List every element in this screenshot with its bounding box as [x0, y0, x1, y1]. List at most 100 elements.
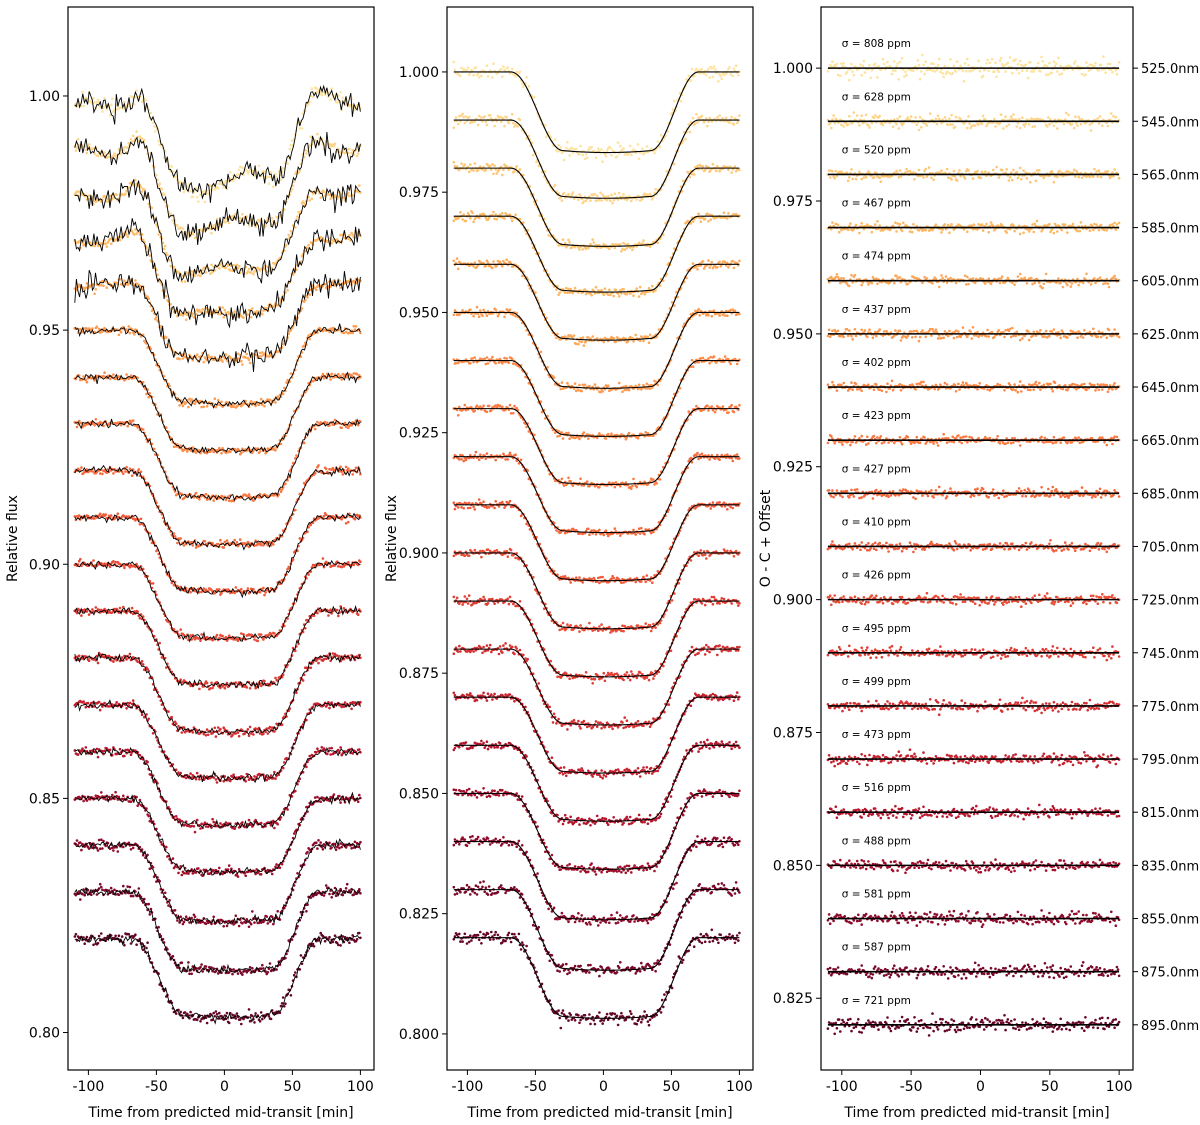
data-point	[172, 583, 176, 587]
data-point	[274, 401, 277, 404]
data-point	[328, 747, 331, 750]
data-point	[224, 353, 228, 356]
data-point	[304, 627, 307, 630]
data-point	[294, 971, 297, 974]
data-point	[101, 330, 104, 333]
data-point	[134, 565, 137, 569]
data-point	[337, 748, 340, 752]
data-point	[276, 910, 280, 913]
data-point	[229, 450, 232, 454]
data-point	[79, 898, 82, 901]
data-point	[100, 885, 103, 889]
data-point	[137, 614, 141, 618]
data-point	[344, 887, 348, 890]
data-point	[242, 633, 245, 636]
data-point	[285, 381, 288, 384]
data-point	[299, 954, 303, 957]
data-point	[247, 358, 251, 362]
data-point	[241, 363, 244, 366]
data-point	[218, 588, 221, 591]
series-895nm	[73, 931, 362, 1026]
data-point	[198, 355, 201, 359]
data-point	[83, 893, 86, 897]
data-point	[348, 194, 351, 198]
data-point	[131, 846, 135, 850]
data-point	[261, 312, 264, 316]
data-point	[195, 1018, 199, 1022]
data-point	[212, 1011, 215, 1015]
data-point	[306, 246, 309, 250]
data-point	[248, 361, 252, 365]
data-point	[290, 188, 294, 191]
x-tick-label: 50	[283, 1079, 301, 1095]
data-point	[188, 311, 191, 315]
data-point	[126, 235, 129, 239]
series-545nm	[73, 130, 362, 246]
data-point	[319, 236, 323, 239]
data-point	[113, 888, 116, 892]
data-point	[301, 679, 305, 682]
data-point	[161, 241, 165, 245]
model-line-605nm	[74, 269, 361, 372]
data-point	[274, 676, 277, 680]
data-point	[109, 514, 113, 517]
data-point	[295, 691, 298, 694]
data-point	[233, 310, 236, 313]
data-point	[324, 884, 328, 887]
data-point	[300, 307, 304, 310]
data-point	[93, 517, 96, 520]
data-point	[112, 660, 115, 663]
data-point	[194, 491, 198, 495]
data-point	[283, 386, 286, 390]
data-point	[274, 777, 277, 780]
data-point	[284, 1002, 287, 1005]
data-point	[93, 292, 96, 296]
data-point	[322, 894, 326, 897]
data-point	[251, 967, 254, 970]
data-point	[136, 660, 139, 663]
data-point	[319, 800, 323, 803]
data-point	[190, 916, 193, 920]
data-point	[233, 538, 236, 542]
data-point	[212, 358, 215, 362]
data-point	[129, 374, 133, 378]
data-point	[237, 868, 241, 871]
data-point	[87, 659, 91, 663]
model-line-815nm	[74, 746, 361, 830]
data-point	[351, 473, 355, 476]
data-point	[210, 681, 213, 685]
data-point	[94, 794, 98, 797]
data-point	[100, 284, 103, 287]
data-point	[232, 968, 235, 971]
data-point	[206, 192, 210, 195]
data-point	[215, 1012, 219, 1016]
data-point	[202, 732, 206, 736]
data-point	[223, 728, 227, 731]
data-point	[225, 1011, 229, 1015]
data-point	[129, 753, 133, 756]
data-point	[125, 658, 128, 661]
data-point	[231, 1013, 234, 1017]
data-point	[133, 233, 136, 236]
data-point	[246, 270, 250, 273]
data-point	[73, 515, 77, 518]
data-point	[247, 734, 251, 737]
data-point	[141, 475, 145, 479]
data-point	[180, 280, 184, 283]
data-point	[266, 971, 270, 974]
data-point	[179, 180, 182, 183]
data-point	[191, 195, 195, 198]
data-point	[353, 517, 357, 521]
data-point	[96, 849, 100, 852]
data-point	[186, 450, 189, 453]
data-point	[306, 296, 309, 299]
data-point	[181, 227, 185, 230]
data-point	[130, 474, 134, 478]
data-point	[119, 235, 123, 239]
data-point	[286, 162, 289, 165]
data-point	[123, 279, 126, 283]
data-point	[316, 847, 319, 850]
plot-area	[73, 84, 362, 1026]
data-point	[258, 351, 262, 355]
data-point	[294, 649, 297, 653]
